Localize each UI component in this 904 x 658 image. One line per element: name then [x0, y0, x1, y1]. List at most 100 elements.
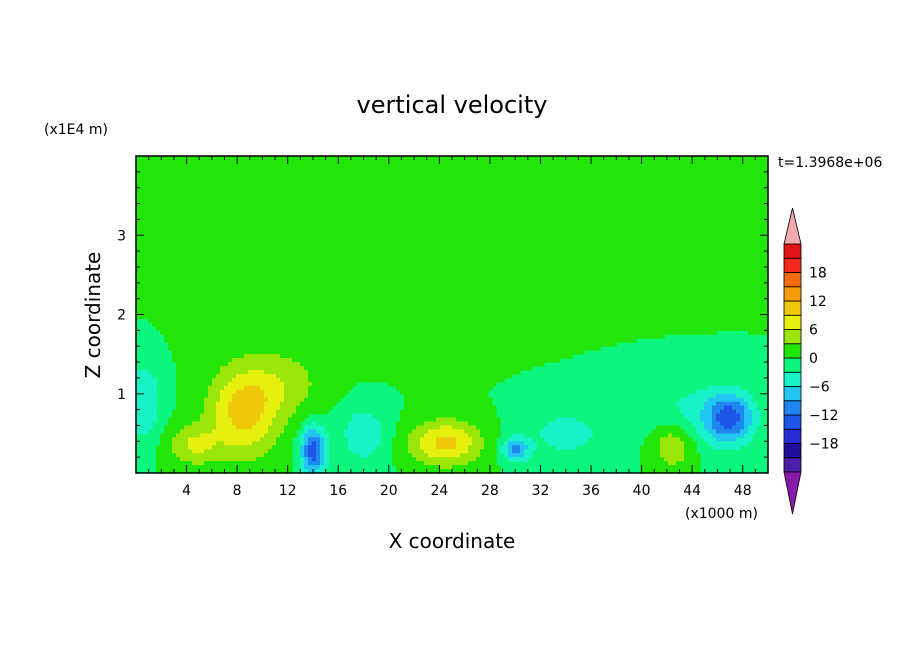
field-cell: [204, 338, 209, 343]
field-cell: [280, 409, 285, 415]
field-cell: [240, 385, 245, 391]
field-cell: [316, 429, 321, 434]
field-cell: [352, 294, 357, 300]
field-cell: [268, 397, 273, 403]
field-cell: [260, 282, 265, 288]
field-cell: [312, 318, 317, 324]
field-cell: [404, 298, 409, 304]
field-cell: [316, 465, 321, 470]
field-cell: [288, 366, 293, 371]
field-cell: [236, 445, 241, 450]
field-cell: [232, 314, 237, 320]
field-cell: [368, 191, 373, 197]
field-cell: [224, 266, 229, 272]
field-cell: [184, 338, 189, 343]
field-cell: [208, 274, 213, 280]
field-cell: [260, 322, 265, 327]
field-cell: [360, 369, 365, 375]
field-cell: [140, 211, 145, 217]
field-cell: [380, 318, 385, 324]
field-cell: [280, 290, 285, 296]
field-cell: [268, 310, 273, 316]
field-cell: [308, 381, 313, 387]
field-cell: [176, 294, 181, 300]
field-cell: [344, 266, 349, 272]
field-cell: [248, 397, 253, 403]
field-cell: [256, 195, 261, 201]
field-cell: [152, 215, 157, 220]
field-cell: [396, 286, 401, 292]
field-cell: [136, 159, 141, 165]
field-cell: [264, 373, 269, 379]
field-cell: [168, 429, 173, 434]
field-cell: [364, 449, 369, 454]
field-cell: [276, 251, 281, 256]
field-cell: [240, 159, 245, 165]
field-cell: [164, 163, 169, 169]
field-cell: [204, 441, 209, 446]
field-cell: [320, 469, 325, 474]
field-cell: [372, 373, 377, 379]
field-cell: [336, 381, 341, 387]
field-cell: [224, 211, 229, 217]
field-cell: [404, 318, 409, 324]
field-cell: [208, 433, 213, 438]
field-cell: [172, 199, 177, 205]
field-cell: [332, 282, 337, 288]
field-cell: [268, 389, 273, 395]
field-cell: [276, 405, 281, 411]
field-cell: [204, 417, 209, 423]
field-cell: [384, 171, 389, 177]
field-cell: [176, 211, 181, 217]
field-cell: [404, 183, 409, 189]
field-cell: [320, 187, 325, 193]
field-cell: [184, 373, 189, 379]
field-cell: [284, 179, 289, 185]
field-cell: [340, 362, 345, 367]
field-cell: [404, 215, 409, 220]
field-cell: [264, 270, 269, 276]
field-cell: [216, 163, 221, 169]
field-cell: [268, 278, 273, 284]
field-cell: [208, 163, 213, 169]
field-cell: [240, 413, 245, 419]
field-cell: [236, 219, 241, 224]
field-cell: [228, 354, 233, 359]
field-cell: [248, 262, 253, 268]
field-cell: [200, 401, 205, 407]
field-cell: [196, 227, 201, 232]
field-cell: [256, 310, 261, 316]
field-cell: [408, 354, 413, 359]
field-cell: [160, 266, 165, 272]
field-cell: [168, 262, 173, 268]
field-cell: [256, 417, 261, 423]
field-cell: [144, 251, 149, 256]
field-cell: [328, 239, 333, 244]
field-cell: [304, 389, 309, 395]
field-cell: [188, 282, 193, 288]
field-cell: [272, 286, 277, 292]
field-cell: [172, 409, 177, 415]
field-cell: [188, 457, 193, 462]
field-cell: [292, 207, 297, 213]
field-cell: [232, 449, 237, 454]
field-cell: [388, 255, 393, 260]
field-cell: [208, 330, 213, 335]
field-cell: [192, 381, 197, 387]
field-cell: [268, 302, 273, 308]
field-cell: [168, 163, 173, 169]
field-cell: [196, 175, 201, 181]
field-cell: [380, 274, 385, 280]
field-cell: [396, 187, 401, 193]
field-cell: [268, 255, 273, 260]
field-cell: [332, 231, 337, 236]
field-cell: [164, 270, 169, 276]
field-cell: [364, 377, 369, 383]
field-cell: [200, 227, 205, 232]
field-cell: [252, 282, 257, 288]
field-cell: [232, 397, 237, 403]
field-cell: [360, 342, 365, 347]
field-cell: [244, 215, 249, 220]
field-cell: [404, 409, 409, 415]
field-cell: [332, 338, 337, 343]
